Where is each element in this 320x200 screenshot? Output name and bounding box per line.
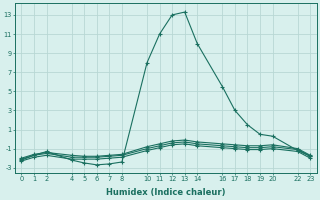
X-axis label: Humidex (Indice chaleur): Humidex (Indice chaleur): [106, 188, 226, 197]
